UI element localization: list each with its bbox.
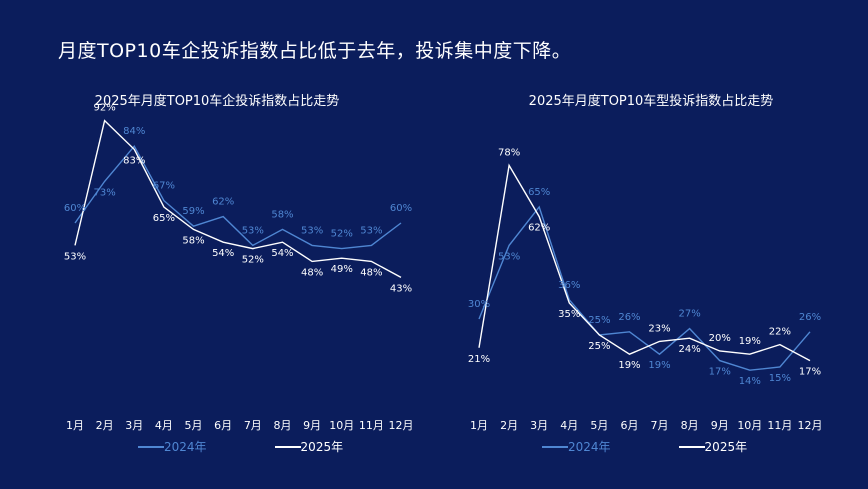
data-label: 27%: [679, 309, 701, 320]
x-tick-label: 8月: [681, 419, 699, 432]
legend-label-2024: 2024年: [164, 440, 207, 454]
legend-item-2025: 2025年: [274, 438, 344, 455]
x-tick-label: 11月: [767, 419, 792, 432]
x-tick-label: 7月: [244, 419, 262, 432]
legend-item-2024: 2024年: [542, 438, 611, 455]
data-label: 67%: [153, 181, 175, 192]
legend-swatch-2024: [542, 445, 568, 448]
data-label: 26%: [618, 312, 640, 323]
data-label: 20%: [709, 333, 731, 344]
x-tick-label: 4月: [560, 419, 578, 432]
right-chart-title: 2025年月度TOP10车型投诉指数占比走势: [528, 94, 774, 109]
x-tick-label: 5月: [590, 419, 608, 432]
x-tick-label: 4月: [155, 419, 173, 432]
data-label: 65%: [153, 213, 175, 224]
legend-swatch-2025: [678, 445, 705, 448]
data-label: 30%: [468, 299, 490, 310]
data-label: 53%: [64, 251, 86, 262]
data-label: 52%: [331, 229, 353, 240]
left-chart-legend: 2024年 2025年: [138, 438, 343, 455]
x-tick-label: 9月: [711, 419, 729, 432]
legend-swatch-2024: [138, 445, 164, 448]
data-label: 43%: [390, 283, 412, 294]
data-label: 19%: [618, 360, 640, 371]
data-label: 49%: [331, 264, 353, 275]
data-label: 60%: [64, 203, 86, 214]
data-label: 14%: [739, 376, 761, 387]
data-label: 60%: [390, 203, 412, 214]
x-tick-label: 10月: [329, 419, 354, 432]
x-tick-label: 2月: [500, 419, 518, 432]
data-label: 35%: [558, 309, 580, 320]
data-label: 48%: [301, 267, 323, 278]
x-tick-label: 10月: [737, 419, 762, 432]
data-label: 21%: [468, 354, 490, 365]
data-label: 53%: [498, 251, 520, 262]
data-label: 62%: [528, 223, 550, 234]
series-line-2025年: [478, 163, 811, 362]
data-label: 53%: [301, 225, 323, 236]
data-label: 26%: [799, 312, 821, 323]
page-headline: 月度TOP10车企投诉指数占比低于去年，投诉集中度下降。: [58, 40, 572, 62]
data-label: 59%: [182, 206, 204, 217]
data-label: 19%: [739, 336, 761, 347]
x-tick-label: 12月: [389, 419, 414, 432]
data-label: 25%: [588, 341, 610, 352]
data-label: 53%: [360, 225, 382, 236]
x-tick-label: 1月: [66, 419, 84, 432]
data-label: 36%: [558, 280, 580, 291]
x-tick-label: 5月: [185, 419, 203, 432]
data-label: 73%: [94, 187, 116, 198]
data-label: 65%: [528, 187, 550, 198]
data-label: 92%: [94, 103, 116, 114]
series-line-2024年: [478, 205, 811, 371]
data-label: 17%: [799, 367, 821, 378]
series-line-2024年: [74, 144, 402, 250]
data-label: 52%: [242, 255, 264, 266]
data-label: 24%: [679, 344, 701, 355]
data-label: 54%: [271, 248, 293, 259]
data-label: 15%: [769, 373, 791, 384]
x-tick-label: 12月: [798, 419, 823, 432]
data-label: 58%: [182, 235, 204, 246]
x-tick-label: 9月: [303, 419, 321, 432]
legend-label-2025: 2025年: [300, 440, 344, 454]
left-chart-title: 2025年月度TOP10车企投诉指数占比走势: [94, 94, 340, 109]
x-tick-label: 3月: [530, 419, 548, 432]
data-label: 25%: [588, 315, 610, 326]
x-tick-label: 7月: [651, 419, 669, 432]
right-chart-legend: 2024年 2025年: [542, 438, 747, 455]
x-tick-label: 1月: [470, 419, 488, 432]
legend-swatch-2025: [274, 445, 301, 448]
x-tick-label: 8月: [273, 419, 291, 432]
data-label: 22%: [769, 327, 791, 338]
legend-item-2024: 2024年: [138, 438, 207, 455]
data-label: 23%: [648, 323, 670, 334]
data-label: 83%: [123, 155, 145, 166]
legend-label-2025: 2025年: [704, 440, 748, 454]
x-tick-label: 2月: [96, 419, 114, 432]
legend-label-2024: 2024年: [568, 440, 611, 454]
legend-item-2025: 2025年: [678, 438, 748, 455]
series-line-2025年: [74, 119, 402, 279]
x-tick-label: 11月: [359, 419, 384, 432]
x-tick-label: 3月: [125, 419, 143, 432]
data-label: 17%: [709, 367, 731, 378]
data-label: 62%: [212, 197, 234, 208]
data-label: 19%: [648, 360, 670, 371]
data-label: 84%: [123, 126, 145, 137]
x-tick-label: 6月: [620, 419, 638, 432]
data-label: 53%: [242, 225, 264, 236]
x-tick-label: 6月: [214, 419, 232, 432]
data-label: 54%: [212, 248, 234, 259]
data-label: 78%: [498, 147, 520, 158]
data-label: 58%: [271, 209, 293, 220]
data-label: 48%: [360, 267, 382, 278]
